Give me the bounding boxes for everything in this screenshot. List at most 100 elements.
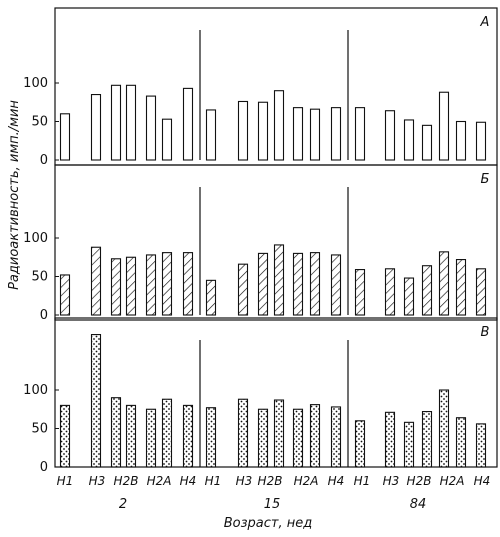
panel-label: В xyxy=(481,325,490,340)
bar xyxy=(330,107,342,161)
bar xyxy=(455,120,467,161)
bar xyxy=(110,84,122,161)
bar xyxy=(59,404,71,468)
x-tick-label: Н1 xyxy=(354,474,371,488)
bar xyxy=(182,252,194,316)
bar xyxy=(384,411,396,468)
bar xyxy=(309,108,321,161)
bar xyxy=(421,411,433,468)
bar xyxy=(205,109,217,161)
y-tick-label: 50 xyxy=(31,270,48,285)
panel-2: Б 0 50 100 xyxy=(23,164,498,323)
bar xyxy=(403,119,415,161)
y-tick-label: 0 xyxy=(40,460,48,475)
bar xyxy=(90,334,102,468)
bar xyxy=(455,259,467,316)
bar xyxy=(475,121,487,161)
x-tick-label: Н3 xyxy=(383,474,400,488)
bar xyxy=(292,252,304,316)
y-tick-label: 100 xyxy=(23,231,48,246)
bar xyxy=(309,404,321,468)
x-tick-label: Н2А xyxy=(294,474,319,488)
x-tick-label: Н2В xyxy=(407,474,432,488)
bar xyxy=(90,246,102,316)
bar xyxy=(59,274,71,316)
bar xyxy=(309,252,321,316)
bar xyxy=(292,107,304,161)
bar xyxy=(438,389,450,468)
bar xyxy=(182,404,194,468)
panel-label: А xyxy=(480,15,490,30)
bar xyxy=(182,87,194,161)
bar xyxy=(384,268,396,316)
bar xyxy=(125,84,137,161)
bar xyxy=(145,95,157,161)
bar xyxy=(438,91,450,161)
y-tick-label: 100 xyxy=(23,76,48,91)
bar xyxy=(354,269,366,316)
bar xyxy=(384,110,396,161)
bar xyxy=(145,254,157,316)
x-tick-label: Н4 xyxy=(328,474,345,488)
bar xyxy=(330,406,342,468)
bar xyxy=(161,398,173,468)
bar xyxy=(125,404,137,468)
x-tick-label: Н1 xyxy=(205,474,222,488)
bar xyxy=(237,398,249,468)
bar xyxy=(205,407,217,468)
bar xyxy=(455,417,467,468)
x-tick-label: Н4 xyxy=(180,474,197,488)
group-label-84: 84 xyxy=(410,497,427,512)
bar xyxy=(273,244,285,316)
x-axis-label: Возраст, нед xyxy=(224,516,312,531)
bar xyxy=(475,423,487,468)
bar xyxy=(292,408,304,468)
x-tick-label: Н2А xyxy=(440,474,465,488)
x-tick-label: Н3 xyxy=(89,474,106,488)
bar xyxy=(59,113,71,161)
bar xyxy=(161,118,173,161)
group-label-2: 2 xyxy=(119,497,127,512)
bar xyxy=(257,101,269,161)
bar xyxy=(257,252,269,316)
bar xyxy=(438,251,450,316)
x-tick-label: Н2В xyxy=(114,474,139,488)
bar xyxy=(403,421,415,468)
group-label-15: 15 xyxy=(264,497,281,512)
bar xyxy=(421,265,433,316)
bar xyxy=(110,397,122,468)
bar xyxy=(257,408,269,468)
panel-1: А 0 50 100 xyxy=(23,7,498,168)
bar xyxy=(273,399,285,468)
y-tick-label: 100 xyxy=(23,383,48,398)
bar xyxy=(125,256,137,316)
y-tick-label: 50 xyxy=(31,115,48,130)
x-tick-label: Н4 xyxy=(474,474,491,488)
bar xyxy=(110,258,122,316)
y-tick-label: 0 xyxy=(40,308,48,323)
panel-label: Б xyxy=(481,172,490,187)
y-tick-label: 0 xyxy=(40,153,48,168)
bar xyxy=(237,100,249,161)
bar xyxy=(90,94,102,161)
bar xyxy=(205,279,217,316)
bar xyxy=(161,252,173,316)
bar xyxy=(403,277,415,316)
bar xyxy=(237,263,249,316)
y-axis-label: Радиоактивность, имп./мин xyxy=(7,100,22,290)
x-tick-label: Н2А xyxy=(147,474,172,488)
bar xyxy=(475,268,487,316)
bar xyxy=(330,254,342,316)
x-tick-label: Н3 xyxy=(236,474,253,488)
panel-frame xyxy=(54,164,498,321)
x-tick-label: Н1 xyxy=(57,474,74,488)
bar xyxy=(354,107,366,161)
panel-3: В 0 50 100 xyxy=(23,317,498,475)
bar xyxy=(421,124,433,161)
y-tick-label: 50 xyxy=(31,422,48,437)
bar xyxy=(145,408,157,468)
bar xyxy=(273,90,285,161)
bar xyxy=(354,420,366,468)
x-tick-label: Н2В xyxy=(258,474,283,488)
